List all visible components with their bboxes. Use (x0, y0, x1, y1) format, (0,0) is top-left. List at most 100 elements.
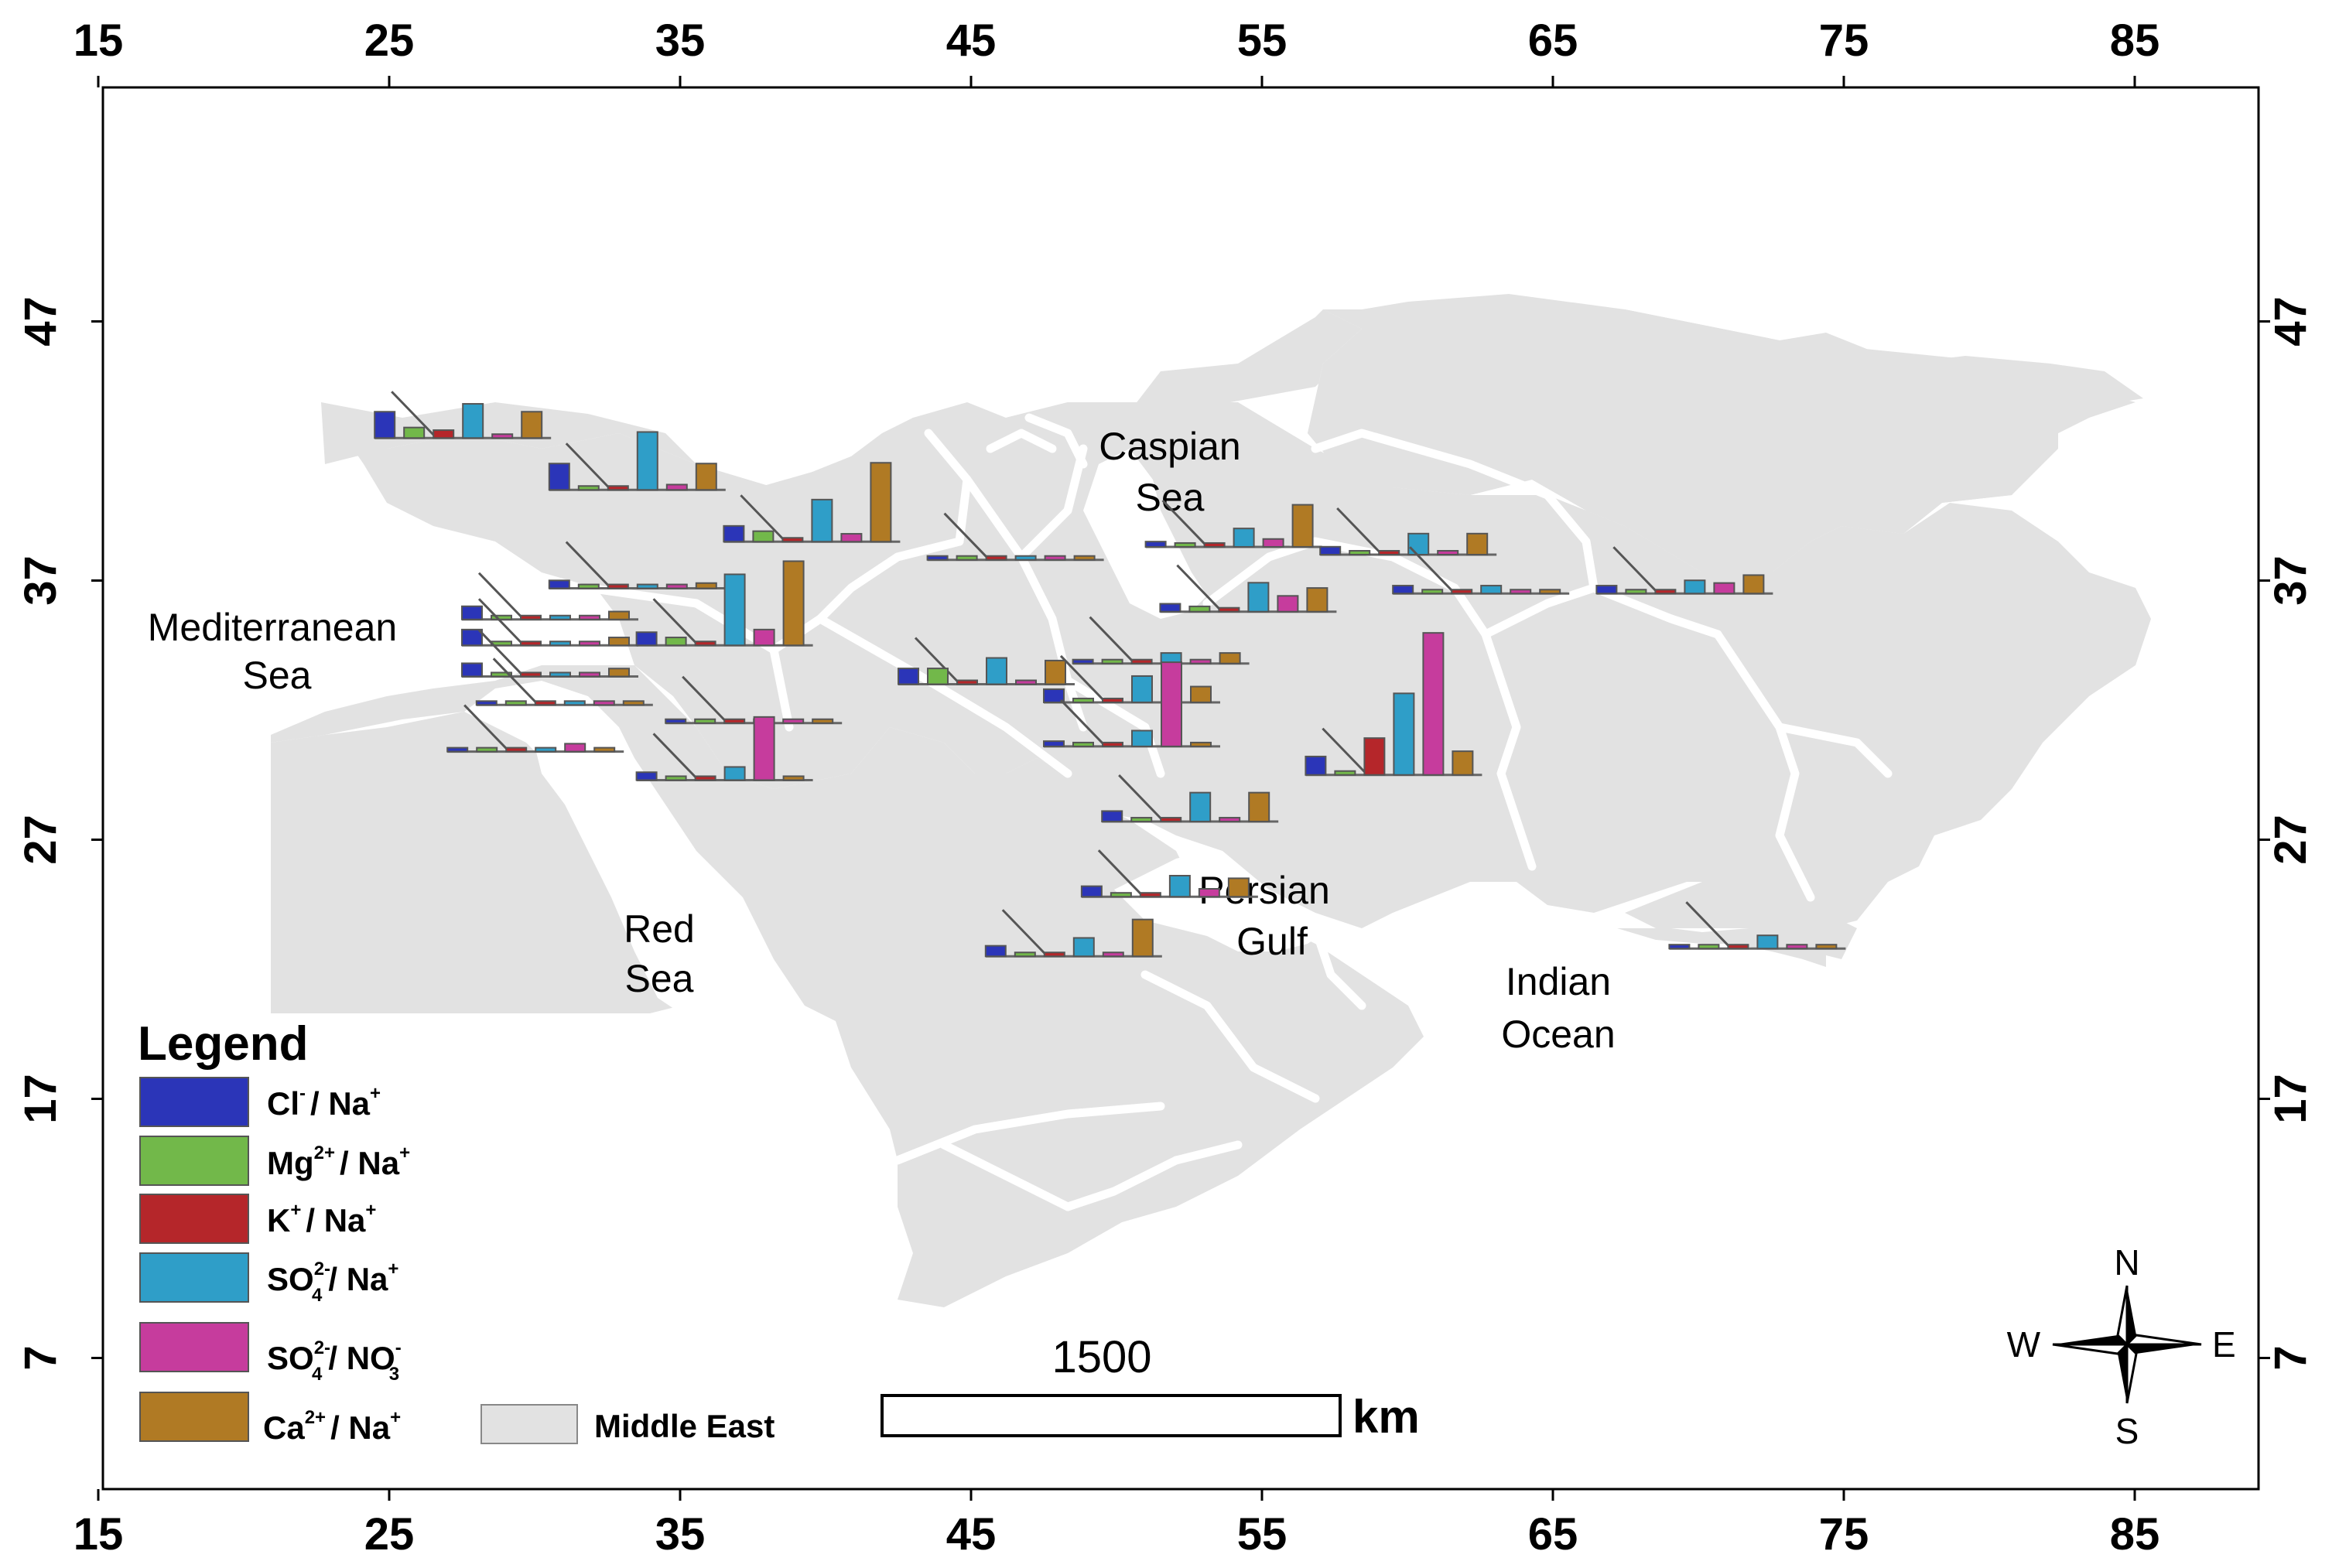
bar-k-na (607, 485, 629, 491)
site-leader-line (1612, 546, 1660, 595)
bar-k-na (520, 671, 542, 678)
bar-cl-na (1043, 688, 1065, 703)
bar-mg-na (1072, 741, 1094, 747)
axis-ticks: 15 15 25 25 35 35 45 45 55 55 65 65 75 75 85 85 47 47 37 37… (15, 15, 2316, 1559)
bar-cl-na (1072, 658, 1094, 664)
bar-ca-na (1452, 750, 1474, 776)
site-leader-line (1001, 909, 1048, 958)
site-chart (446, 704, 624, 753)
bar-cl-na (374, 411, 396, 439)
bar-so4-na (1014, 555, 1037, 561)
x-tick-label-bottom: 65 (1528, 1509, 1578, 1559)
bar-ca-na (622, 700, 645, 706)
bar-k-na (1654, 589, 1677, 595)
bar-ca-na (695, 463, 717, 491)
site-leader-line (477, 629, 525, 678)
bar-ca-na (1742, 574, 1765, 595)
y-tick-label-left: 27 (15, 815, 66, 865)
bar-cl-na (723, 524, 745, 543)
bar-mg-na (504, 700, 527, 706)
bar-k-na (694, 775, 716, 781)
label-indian-ocean-line2: Ocean (1501, 1013, 1615, 1056)
site-leader-line (652, 598, 699, 647)
label-mediterranean-sea-line2: Sea (243, 654, 312, 697)
site-leader-line (391, 391, 438, 439)
bar-k-na (1203, 541, 1226, 548)
bar-mg-na (1130, 817, 1153, 823)
site-chart (548, 541, 726, 590)
legend: Legend Cl- / Na+ Mg2+ / Na+ K+ / Na+ SO2-4/… (138, 1017, 775, 1446)
x-tick-label-top: 55 (1237, 15, 1287, 66)
y-tick-label-right: 17 (2265, 1074, 2316, 1124)
bar-k-na (1451, 589, 1473, 595)
site-chart (1392, 546, 1570, 595)
bar-cl-na (461, 628, 483, 647)
y-tick-label-left: 47 (15, 296, 66, 347)
site-leader-line (1097, 849, 1144, 898)
bar-ca-na (608, 637, 630, 647)
label-red-sea-line2: Sea (625, 957, 694, 1000)
bar-cl-na (1144, 541, 1167, 548)
bar-k-na (1130, 658, 1153, 664)
bar-k-na (1363, 737, 1386, 776)
bar-so4-na (1684, 579, 1706, 595)
bar-mg-na (403, 426, 426, 439)
legend-swatch-so4-no3 (139, 1322, 249, 1372)
site-leader-line (492, 658, 539, 706)
bar-so4-no3 (753, 716, 775, 781)
bar-so4-no3 (579, 614, 600, 620)
x-tick-label-top: 65 (1528, 15, 1578, 66)
bar-k-na (1139, 892, 1161, 898)
bar-ca-na (1306, 587, 1329, 613)
bar-ca-na (1045, 659, 1066, 685)
x-tick-label-top: 35 (655, 15, 706, 66)
scale-unit: km (1352, 1391, 1420, 1443)
x-tick-label-top: 45 (946, 15, 997, 66)
bar-ca-na (1131, 918, 1154, 958)
bar-so4-no3 (1510, 589, 1532, 595)
bar-cl-na (548, 579, 570, 589)
bar-ca-na (870, 462, 892, 543)
site-chart (635, 716, 813, 781)
site-leader-line (1118, 774, 1165, 823)
bar-k-na (1102, 697, 1123, 703)
label-persian-gulf-line1: Persian (1199, 869, 1330, 912)
site-leader-line (1161, 499, 1209, 548)
caspian-sea-shape (1083, 449, 1207, 619)
bar-mg-na (752, 530, 775, 543)
x-tick-label-top: 85 (2110, 15, 2160, 66)
bar-mg-na (1698, 944, 1720, 950)
bar-mg-na (491, 671, 512, 678)
bar-ca-na (1190, 685, 1212, 703)
site-chart (475, 658, 653, 706)
bar-mg-na (927, 668, 949, 685)
y-tick-label-right: 37 (2265, 555, 2316, 606)
bar-ca-na (593, 746, 616, 753)
site-chart (1043, 654, 1220, 704)
bar-so4-no3 (753, 628, 775, 647)
bar-mg-na (476, 746, 498, 753)
bar-cl-na (1595, 585, 1618, 595)
bar-mg-na (665, 637, 687, 647)
legend-swatch-ca-na (139, 1392, 249, 1442)
bar-ca-na (1291, 504, 1314, 548)
bar-mg-na (1014, 951, 1036, 958)
bar-so4-no3 (1189, 658, 1212, 664)
site-chart (898, 637, 1075, 685)
bar-mg-na (1421, 589, 1444, 595)
bar-k-na (505, 746, 528, 753)
bar-k-na (520, 641, 542, 647)
bar-ca-na (1248, 791, 1270, 823)
bar-ca-na (1466, 532, 1489, 555)
legend-swatch-so4-na (139, 1252, 249, 1303)
compass-star-icon (2052, 1285, 2202, 1404)
bar-so4-no3 (1437, 550, 1459, 555)
bar-cl-na (446, 746, 469, 753)
x-tick-label-bottom: 45 (946, 1509, 997, 1559)
bar-so4-na (1756, 934, 1779, 950)
bar-so4-no3 (1422, 632, 1445, 776)
site-leader-line (652, 733, 699, 781)
bar-so4-no3 (579, 671, 600, 678)
x-tick-label-bottom: 75 (1819, 1509, 1869, 1559)
